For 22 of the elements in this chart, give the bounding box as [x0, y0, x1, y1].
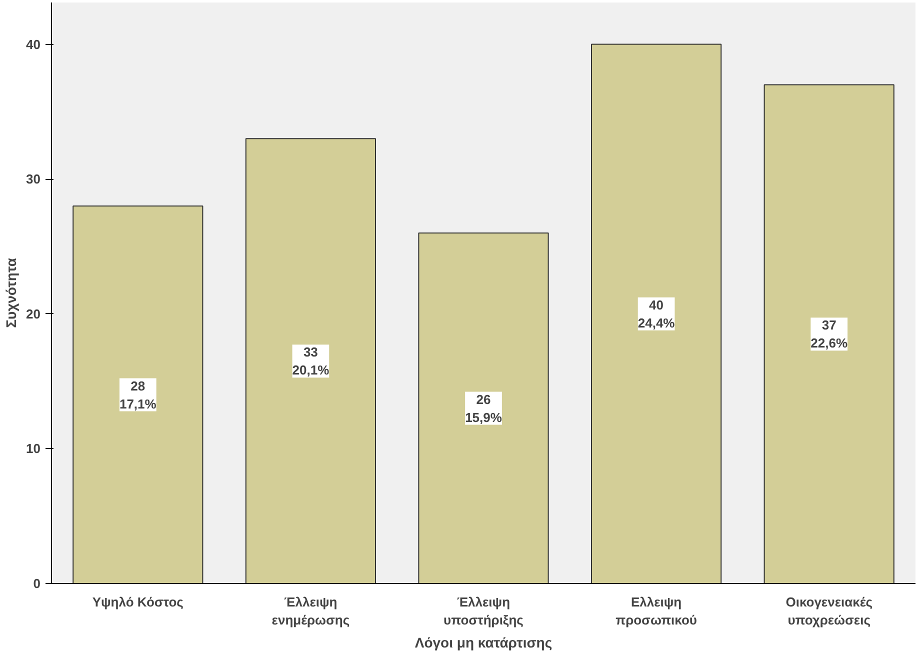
bar [245, 138, 376, 584]
x-axis-title: Λόγοι μη κατάρτισης [414, 634, 552, 650]
y-tick-label: 20 [26, 306, 41, 322]
data-label: 40 24,4% [638, 297, 676, 330]
x-tick-label: Οικογενειακές υποχρεώσεις [786, 594, 873, 628]
bar [72, 206, 204, 584]
y-tick-label: 10 [26, 441, 41, 456]
y-tick-label: 40 [26, 36, 41, 52]
y-tick-label: 0 [33, 576, 41, 591]
x-tick-label: Ελλειψη προσωπικού [616, 594, 698, 628]
x-tick-label: Έλλειψη ενημέρωσης [272, 594, 350, 628]
y-tick-label: 30 [26, 172, 41, 187]
data-label: 37 22,6% [810, 318, 848, 351]
bar [418, 232, 549, 584]
data-label: 28 17,1% [119, 378, 157, 412]
bar [764, 84, 894, 584]
bar [591, 44, 722, 584]
data-label: 26 15,9% [465, 392, 502, 425]
y-axis-title: Συχνότητα [3, 258, 20, 328]
x-tick-label: Υψηλό Κόστος [92, 594, 184, 610]
x-tick-label: Έλλειψη υποστήριξης [444, 594, 524, 628]
data-label: 33 20,1% [292, 344, 330, 378]
